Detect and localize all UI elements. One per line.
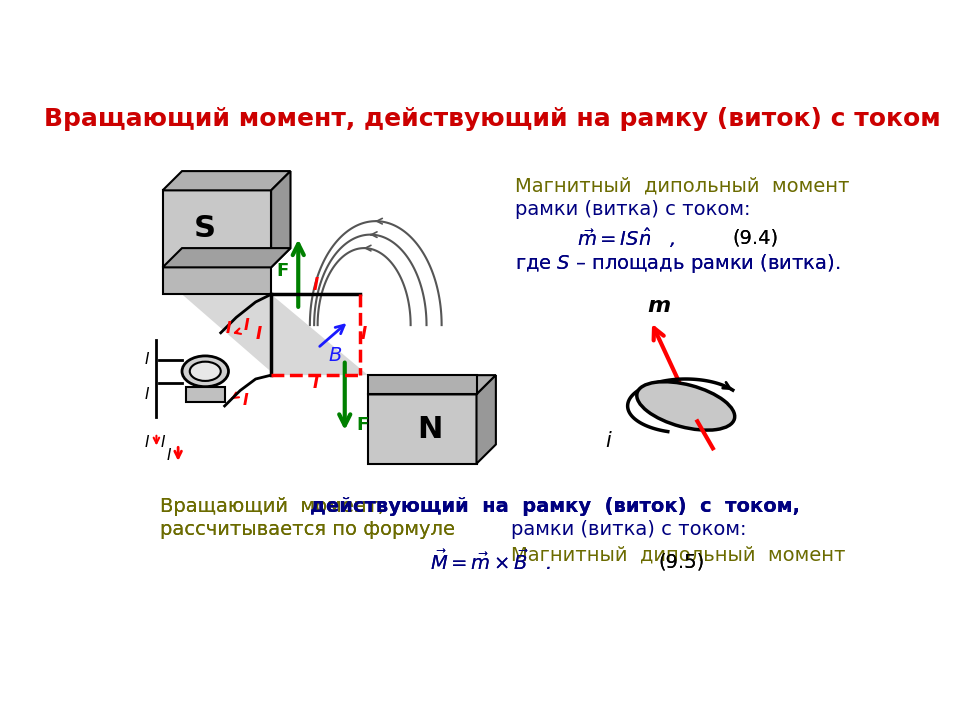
Text: N: N xyxy=(418,415,443,444)
Text: рамки (витка) с током:: рамки (витка) с током: xyxy=(511,521,746,539)
Ellipse shape xyxy=(182,356,228,387)
Text: Вращающий  момент,: Вращающий момент, xyxy=(160,497,391,516)
Polygon shape xyxy=(476,375,496,464)
Ellipse shape xyxy=(190,361,221,381)
Text: $\vec{M}=\vec{m}\times\vec{B}$   .: $\vec{M}=\vec{m}\times\vec{B}$ . xyxy=(430,550,551,575)
Text: I: I xyxy=(313,276,319,294)
Polygon shape xyxy=(271,171,291,267)
Text: Вращающий момент, действующий на рамку (виток) с током: Вращающий момент, действующий на рамку (… xyxy=(43,107,941,131)
Text: Магнитный  дипольный  момент: Магнитный дипольный момент xyxy=(511,545,845,564)
Polygon shape xyxy=(162,267,271,294)
Text: где $S$ – площадь рамки (витка).: где $S$ – площадь рамки (витка). xyxy=(516,252,841,275)
Text: (9.5): (9.5) xyxy=(659,553,705,572)
Text: I: I xyxy=(244,318,250,333)
Text: I: I xyxy=(360,325,367,343)
Text: I: I xyxy=(145,435,150,449)
Text: $\vec{m}=IS\hat{n}$   ,: $\vec{m}=IS\hat{n}$ , xyxy=(577,226,675,250)
Text: действующий  на  рамку  (виток)  с  током,: действующий на рамку (виток) с током, xyxy=(310,497,800,516)
Text: F: F xyxy=(356,416,369,434)
Text: I: I xyxy=(226,321,231,336)
Text: m: m xyxy=(647,296,670,316)
Text: F: F xyxy=(276,262,289,280)
Text: действующий  на  рамку  (виток)  с  током,: действующий на рамку (виток) с током, xyxy=(310,497,800,516)
Text: Вращающий  момент,: Вращающий момент, xyxy=(160,497,391,516)
Text: I: I xyxy=(313,374,319,392)
Text: $\vec{M}=\vec{m}\times\vec{B}$   .: $\vec{M}=\vec{m}\times\vec{B}$ . xyxy=(430,550,551,575)
Text: (9.4): (9.4) xyxy=(732,228,779,248)
Text: рассчитывается по формуле: рассчитывается по формуле xyxy=(160,520,455,539)
Text: S: S xyxy=(194,215,216,243)
Text: I: I xyxy=(167,449,171,464)
Text: I: I xyxy=(145,352,150,367)
Polygon shape xyxy=(368,375,476,395)
Polygon shape xyxy=(162,190,271,267)
Polygon shape xyxy=(368,375,496,395)
Text: (9.5): (9.5) xyxy=(659,553,705,572)
Polygon shape xyxy=(182,294,368,375)
Text: I: I xyxy=(160,435,165,449)
Ellipse shape xyxy=(636,382,734,430)
Text: I: I xyxy=(145,387,150,402)
Polygon shape xyxy=(186,387,225,402)
Text: Магнитный  дипольный  момент: Магнитный дипольный момент xyxy=(516,177,850,196)
Text: рассчитывается по формуле: рассчитывается по формуле xyxy=(160,520,455,539)
Text: B: B xyxy=(328,346,342,365)
Text: i: i xyxy=(606,431,612,451)
Polygon shape xyxy=(162,248,291,267)
Polygon shape xyxy=(368,395,476,464)
Text: (9.4): (9.4) xyxy=(732,228,779,248)
Text: где $S$ – площадь рамки (витка).: где $S$ – площадь рамки (витка). xyxy=(516,252,841,275)
Text: I: I xyxy=(243,393,249,408)
Text: рамки (витка) с током:: рамки (витка) с током: xyxy=(516,200,751,219)
Polygon shape xyxy=(162,171,291,190)
Text: $\vec{m}=IS\hat{n}$   ,: $\vec{m}=IS\hat{n}$ , xyxy=(577,226,675,250)
Text: I: I xyxy=(255,325,262,343)
